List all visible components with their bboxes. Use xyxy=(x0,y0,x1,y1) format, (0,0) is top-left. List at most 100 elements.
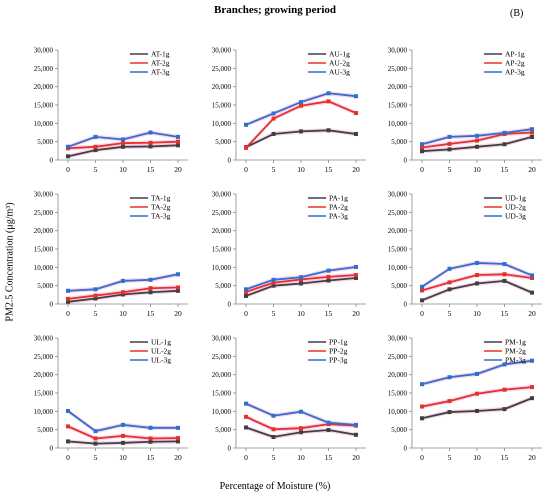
data-point xyxy=(244,145,248,150)
x-tick-label: 20 xyxy=(352,309,360,318)
data-point xyxy=(502,272,507,277)
y-tick-label: 0 xyxy=(228,445,232,453)
data-point xyxy=(475,281,479,286)
y-tick-label: 30,000 xyxy=(34,191,54,199)
y-tick-label: 5,000 xyxy=(391,426,407,434)
data-point xyxy=(299,129,303,134)
data-point xyxy=(502,362,507,367)
data-point xyxy=(93,441,98,446)
x-tick-label: 0 xyxy=(420,309,424,318)
y-tick-label: 25,000 xyxy=(388,209,408,217)
y-tick-label: 5,000 xyxy=(391,138,407,146)
y-tick-label: 30,000 xyxy=(212,191,232,199)
data-point xyxy=(66,144,70,149)
data-point xyxy=(354,432,358,437)
data-point xyxy=(326,278,331,283)
legend-label: PA-1g xyxy=(329,194,348,203)
y-tick-label: 10,000 xyxy=(34,120,54,128)
data-point xyxy=(530,134,534,139)
x-tick-label: 20 xyxy=(352,165,360,174)
figure-title: Branches; growing period xyxy=(213,4,337,16)
legend-label: PA-3g xyxy=(329,212,348,221)
series-band-pm-1g xyxy=(422,395,532,421)
x-tick-label: 5 xyxy=(272,453,276,462)
data-point xyxy=(121,440,125,445)
data-point xyxy=(244,414,248,419)
x-tick-label: 10 xyxy=(119,165,127,174)
y-tick-label: 5,000 xyxy=(37,138,53,146)
panel-ap: 0 5,000 10,000 15,000 20,000 25,000 30,000 0 5 10… xyxy=(388,47,542,174)
series-band-pp-2g xyxy=(246,414,356,432)
data-point xyxy=(121,141,125,146)
x-tick-label: 0 xyxy=(66,453,70,462)
data-point xyxy=(326,128,331,133)
y-tick-label: 5,000 xyxy=(215,138,231,146)
data-point xyxy=(121,422,125,427)
legend-label: PA-2g xyxy=(329,203,348,212)
data-point xyxy=(176,436,180,441)
y-tick-label: 0 xyxy=(404,157,408,165)
x-tick-label: 0 xyxy=(420,165,424,174)
data-point xyxy=(447,134,452,139)
y-tick-label: 25,000 xyxy=(212,209,232,217)
x-tick-label: 0 xyxy=(244,309,248,318)
data-point xyxy=(148,140,153,145)
legend-label: AU-3g xyxy=(329,68,350,77)
data-point xyxy=(148,286,153,291)
data-point xyxy=(326,91,331,96)
x-tick-label: 0 xyxy=(420,453,424,462)
data-point xyxy=(271,277,276,282)
y-tick-label: 25,000 xyxy=(34,65,54,73)
data-point xyxy=(66,288,70,293)
legend-label: PM-3g xyxy=(505,356,526,365)
y-tick-label: 0 xyxy=(228,301,232,309)
data-point xyxy=(354,131,358,136)
x-tick-label: 20 xyxy=(352,453,360,462)
x-tick-label: 15 xyxy=(147,165,155,174)
legend-label: PP-1g xyxy=(329,338,348,347)
y-tick-label: 0 xyxy=(50,445,54,453)
x-tick-label: 10 xyxy=(297,453,305,462)
data-point xyxy=(502,142,507,147)
data-point xyxy=(148,425,153,430)
data-point xyxy=(271,111,276,116)
y-tick-label: 25,000 xyxy=(388,65,408,73)
x-tick-label: 20 xyxy=(528,309,536,318)
y-tick-label: 25,000 xyxy=(212,65,232,73)
x-tick-label: 5 xyxy=(94,309,98,318)
data-point xyxy=(244,401,248,406)
panel-pp: 0 5,000 10,000 15,000 20,000 25,000 30,000 0 5 10… xyxy=(212,335,366,462)
data-point xyxy=(475,133,479,138)
panel-ul: 0 5,000 10,000 15,000 20,000 25,000 30,000 0 5 10… xyxy=(34,335,188,462)
data-point xyxy=(176,143,180,148)
y-tick-label: 20,000 xyxy=(388,371,408,379)
x-tick-label: 5 xyxy=(272,165,276,174)
data-point xyxy=(502,262,507,267)
data-point xyxy=(271,427,276,432)
y-tick-label: 5,000 xyxy=(37,282,53,290)
data-point xyxy=(176,439,180,444)
data-point xyxy=(530,358,534,363)
data-point xyxy=(530,273,534,278)
data-point xyxy=(271,116,276,121)
data-point xyxy=(530,290,534,295)
data-point xyxy=(530,127,534,132)
y-tick-label: 15,000 xyxy=(34,390,54,398)
data-point xyxy=(326,420,331,425)
y-tick-label: 10,000 xyxy=(388,408,408,416)
panel-pa: 0 5,000 10,000 15,000 20,000 25,000 30,000 0 5 10… xyxy=(212,191,366,318)
legend-label: AT-3g xyxy=(151,68,170,77)
data-point xyxy=(148,130,153,135)
legend-label: PM-2g xyxy=(505,347,526,356)
data-point xyxy=(502,387,507,392)
legend-label: PM-1g xyxy=(505,338,526,347)
data-point xyxy=(299,430,303,435)
x-tick-label: 20 xyxy=(528,165,536,174)
data-point xyxy=(354,94,358,99)
legend-label: TA-1g xyxy=(151,194,171,203)
data-point xyxy=(148,436,153,441)
data-point xyxy=(354,273,358,278)
data-point xyxy=(420,298,424,303)
data-point xyxy=(420,382,424,387)
data-point xyxy=(326,99,331,104)
